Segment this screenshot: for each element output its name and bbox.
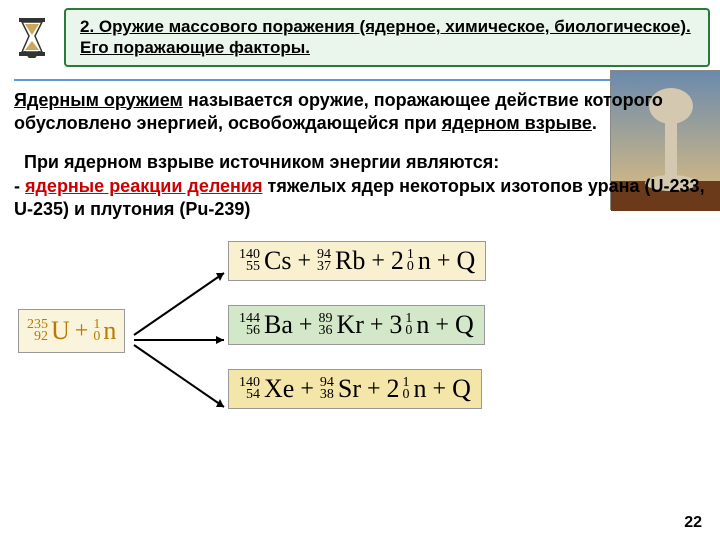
page-number: 22 (684, 514, 702, 532)
hourglass-icon (10, 15, 54, 59)
equation-product-1: 14055Cs + 9437Rb +2 10n +Q (228, 241, 486, 281)
term-nuclear-explosion: ядерном взрыве (442, 113, 592, 133)
definition-paragraph: Ядерным оружием называется оружие, пораж… (14, 89, 706, 136)
reaction-arrows (130, 255, 230, 425)
equation-product-2: 14456Ba + 8936Kr +3 10n +Q (228, 305, 485, 345)
reactions-paragraph: При ядерном взрыве источником энергии яв… (14, 151, 706, 221)
equation-reactant: 23592 U + 10 n (18, 309, 125, 353)
section-title: 2. Оружие массового поражения (ядерное, … (64, 8, 710, 67)
equations-area: 23592 U + 10 n 14055Cs + 9437Rb +2 10n +… (0, 235, 720, 435)
term-fission-reactions: ядерные реакции деления (25, 176, 263, 196)
term-nuclear-weapon: Ядерным оружием (14, 90, 183, 110)
divider (14, 79, 706, 81)
equation-product-3: 14054Xe + 9438Sr +2 10n +Q (228, 369, 482, 409)
